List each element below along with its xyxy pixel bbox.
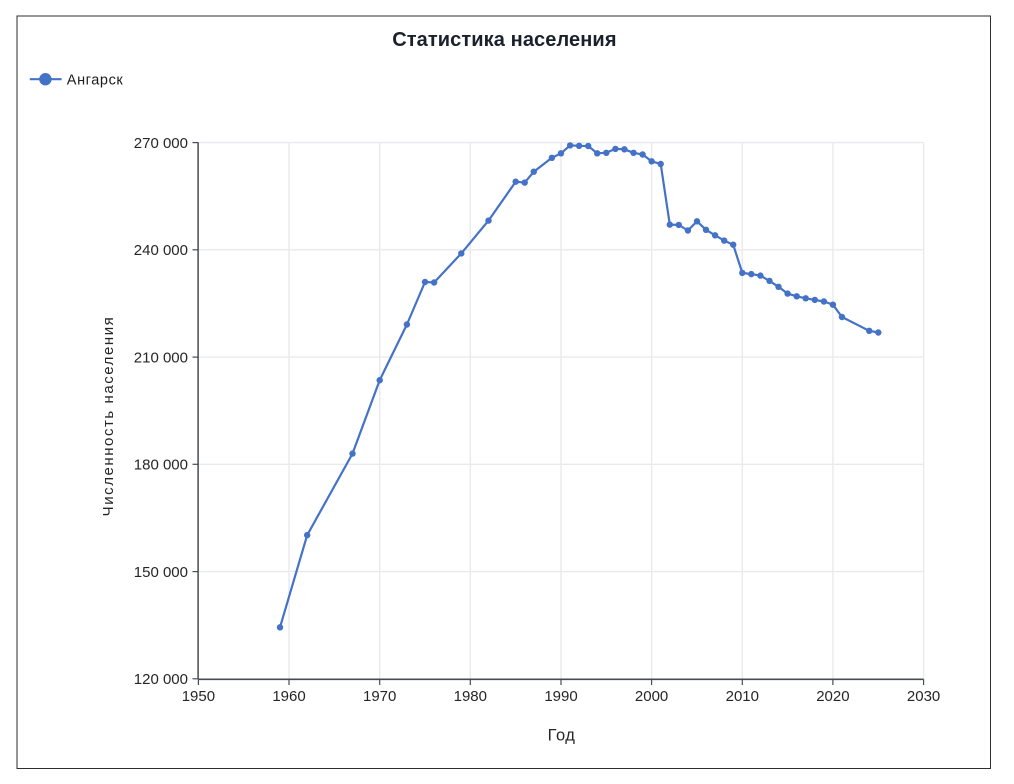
svg-text:150 000: 150 000 bbox=[134, 564, 188, 581]
svg-text:2020: 2020 bbox=[816, 688, 849, 705]
svg-text:Статистика населения: Статистика населения bbox=[392, 29, 616, 51]
svg-text:2030: 2030 bbox=[907, 688, 940, 705]
svg-text:120 000: 120 000 bbox=[134, 671, 188, 688]
svg-text:240 000: 240 000 bbox=[134, 242, 188, 259]
svg-text:1960: 1960 bbox=[272, 688, 305, 705]
svg-text:180 000: 180 000 bbox=[134, 457, 188, 474]
svg-text:Год: Год bbox=[548, 727, 576, 745]
svg-text:210 000: 210 000 bbox=[134, 349, 188, 366]
svg-text:1950: 1950 bbox=[182, 688, 215, 705]
svg-text:Ангарск: Ангарск bbox=[67, 72, 124, 88]
svg-text:1980: 1980 bbox=[454, 688, 487, 705]
svg-text:270 000: 270 000 bbox=[134, 135, 188, 152]
svg-text:Численность населения: Численность населения bbox=[100, 316, 117, 517]
svg-text:1990: 1990 bbox=[544, 688, 577, 705]
svg-text:1970: 1970 bbox=[363, 688, 396, 705]
svg-text:2010: 2010 bbox=[726, 688, 759, 705]
svg-text:2000: 2000 bbox=[635, 688, 668, 705]
